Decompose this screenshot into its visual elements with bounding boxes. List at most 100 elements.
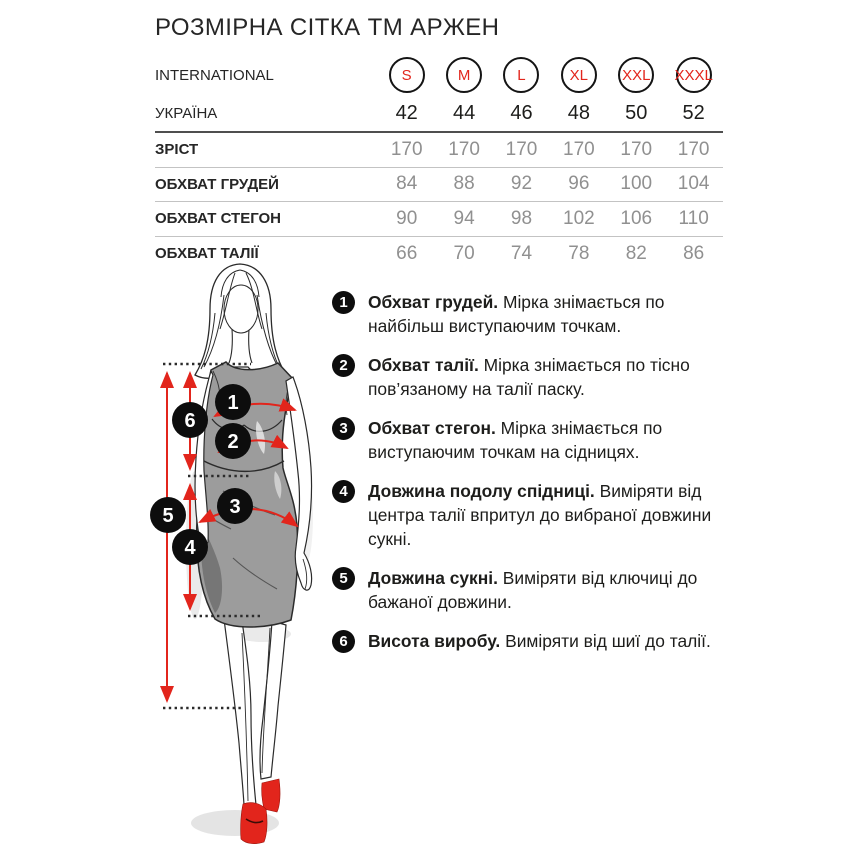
marker-skirt-length-label: 4 <box>184 537 196 559</box>
legend-text: Висота виробу. Виміряти від шиї до талії… <box>368 629 713 653</box>
table-row-international: INTERNATIONAL S M L XL XXL XXXL <box>155 55 723 95</box>
measure-value: 66 <box>396 242 418 264</box>
size-table: INTERNATIONAL S M L XL XXL XXXL УКРАЇНА … <box>155 55 723 270</box>
marker-skirt-length <box>172 529 208 565</box>
table-row-height: ЗРІСТ 170 170 170 170 170 170 <box>155 131 723 168</box>
legend-item-bust: 1 Обхват грудей. Мірка знімається по най… <box>332 290 732 338</box>
measure-value: 90 <box>396 207 418 229</box>
measure-value: 170 <box>677 138 710 160</box>
legend-text: Обхват грудей. Мірка знімається по найбі… <box>368 290 713 338</box>
measure-value: 170 <box>390 138 423 160</box>
legend-term: Обхват грудей. <box>368 292 499 312</box>
ua-size: 42 <box>395 101 418 124</box>
legend-number-badge: 3 <box>332 417 355 440</box>
ua-size: 48 <box>567 101 590 124</box>
size-badge-m: M <box>446 57 483 93</box>
legend-desc: Виміряти від центра талії впритул до виб… <box>368 481 712 549</box>
measure-value: 70 <box>453 242 475 264</box>
fashion-sketch: 1 2 3 4 5 6 <box>150 263 313 844</box>
marker-waist-label: 2 <box>227 431 238 453</box>
figure-markers: 1 2 3 4 5 6 <box>150 384 253 565</box>
legend-item-skirt-length: 4 Довжина подолу спідниці. Виміряти від … <box>332 479 732 551</box>
legend-item-bodice-height: 6 Висота виробу. Виміряти від шиї до тал… <box>332 629 732 653</box>
size-badge-xxl: XXL <box>618 57 655 93</box>
table-row-waist: ОБХВАТ ТАЛІЇ 66 70 74 78 82 86 <box>155 237 723 271</box>
size-badge-label: L <box>517 66 526 84</box>
neck <box>232 323 249 363</box>
measure-value: 74 <box>510 242 533 264</box>
marker-bodice-height-label: 6 <box>184 410 195 432</box>
marker-hips <box>217 488 253 524</box>
legend-number-badge: 2 <box>332 354 355 377</box>
size-badge-l: L <box>503 57 540 93</box>
legs <box>223 618 287 806</box>
marker-bust-label: 1 <box>227 392 238 414</box>
row-label-hips: ОБХВАТ СТЕГОН <box>155 210 282 228</box>
page-title: РОЗМІРНА СІТКА ТМ АРЖЕН <box>155 14 500 41</box>
row-label-international: INTERNATIONAL <box>155 66 274 84</box>
measure-value: 82 <box>625 242 647 264</box>
measure-value: 104 <box>677 173 710 195</box>
neck-lines <box>228 328 253 364</box>
measure-value: 110 <box>678 207 709 229</box>
row-label-ukraine: УКРАЇНА <box>155 104 218 122</box>
measure-value: 88 <box>453 173 475 195</box>
measure-value: 96 <box>568 173 590 195</box>
row-label-height: ЗРІСТ <box>155 141 199 159</box>
size-badge-label: M <box>457 66 471 84</box>
ua-size: 44 <box>452 101 476 124</box>
legend-desc: Мірка знімається по найбільш виступаючим… <box>368 292 665 336</box>
table-row-ukraine: УКРАЇНА 42 44 46 48 50 52 <box>155 95 723 131</box>
legend-text: Обхват стегон. Мірка знімається по висту… <box>368 416 713 464</box>
marker-dress-length <box>150 497 186 533</box>
legend-term: Довжина сукні. <box>368 568 498 588</box>
face <box>223 284 259 334</box>
measure-value: 84 <box>396 173 418 195</box>
marker-bodice-height <box>172 402 208 438</box>
measure-value: 170 <box>620 138 653 160</box>
legend-text: Довжина подолу спідниці. Виміряти від це… <box>368 479 713 551</box>
size-badge-label: S <box>401 66 412 84</box>
ua-size: 50 <box>625 101 648 124</box>
legend-number-badge: 5 <box>332 567 355 590</box>
measure-value: 92 <box>510 173 533 195</box>
ua-size: 52 <box>682 101 705 124</box>
size-badge-s: S <box>388 57 425 93</box>
legend-item-waist: 2 Обхват талії. Мірка знімається по тісн… <box>332 353 732 401</box>
legend-text: Обхват талії. Мірка знімається по тісно … <box>368 353 713 401</box>
marker-dress-length-label: 5 <box>162 505 173 527</box>
measure-value: 106 <box>620 207 653 229</box>
size-badge-label: XL <box>569 66 589 84</box>
size-badge-label: XXL <box>622 66 651 84</box>
measure-value: 170 <box>448 138 480 160</box>
legend-number-badge: 6 <box>332 630 355 653</box>
legend-term: Висота виробу. <box>368 631 501 651</box>
measure-value: 78 <box>568 242 590 264</box>
measure-value: 100 <box>620 173 653 195</box>
measure-value: 170 <box>563 138 595 160</box>
legend-number-badge: 4 <box>332 480 355 503</box>
measure-value: 170 <box>505 138 538 160</box>
marker-waist <box>215 423 251 459</box>
measurement-legend: 1 Обхват грудей. Мірка знімається по най… <box>332 290 732 668</box>
legend-number-badge: 1 <box>332 291 355 314</box>
measurement-figure: 1 2 3 4 5 6 <box>145 263 340 850</box>
size-badge-xl: XL <box>560 57 597 93</box>
marker-bust <box>215 384 251 420</box>
size-badge-xxxl: XXXL <box>674 57 713 93</box>
dotted-guides <box>163 362 261 710</box>
row-label-waist: ОБХВАТ ТАЛІЇ <box>155 245 259 263</box>
red-shoes <box>240 778 281 844</box>
legend-item-dress-length: 5 Довжина сукні. Виміряти від ключиці до… <box>332 566 732 614</box>
legend-desc: Виміряти від шиї до талії. <box>505 631 711 651</box>
measure-value: 98 <box>510 207 533 229</box>
legend-desc: Виміряти від ключиці до бажаної довжини. <box>368 568 698 612</box>
marker-hips-label: 3 <box>229 496 240 518</box>
legend-item-hips: 3 Обхват стегон. Мірка знімається по вис… <box>332 416 732 464</box>
measure-value: 102 <box>563 207 595 229</box>
row-label-bust: ОБХВАТ ГРУДЕЙ <box>155 175 279 193</box>
legend-desc: Мірка знімається по виступаючим точкам н… <box>368 418 663 462</box>
hair-strands <box>200 269 281 370</box>
ua-size: 46 <box>510 101 533 124</box>
